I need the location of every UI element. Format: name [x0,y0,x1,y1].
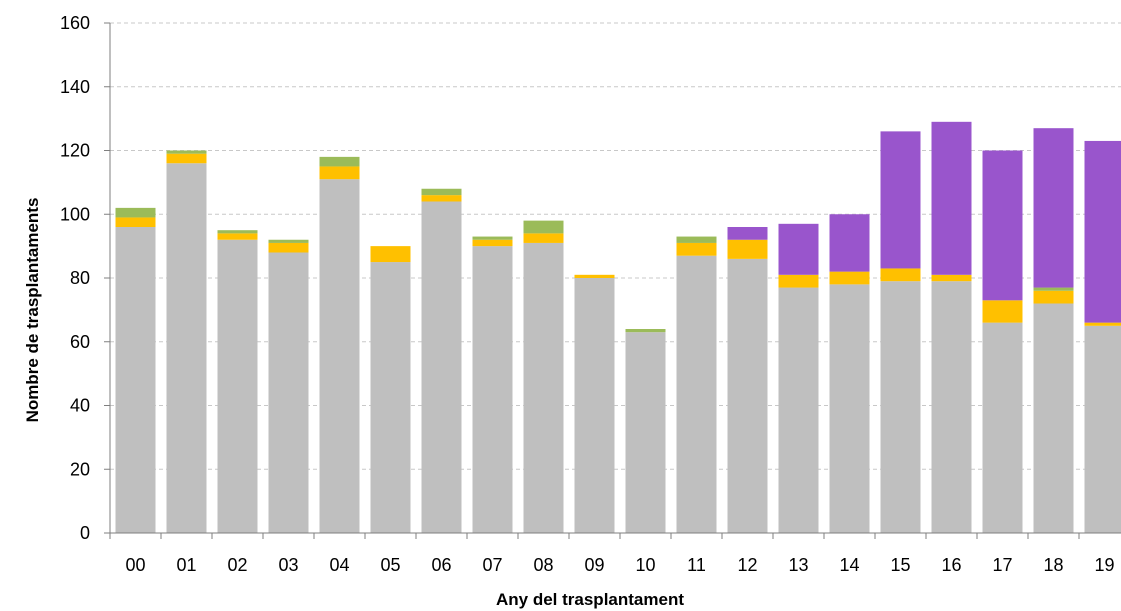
bar-segment-series-1-17 [982,322,1023,533]
bar-segment-series-2-01 [166,153,207,164]
bars [115,121,1121,533]
bar-segment-series-1-07 [472,246,513,533]
bar-segment-series-2-00 [115,217,156,227]
bar-segment-series-3-00 [115,207,156,218]
bar-segment-series-2-18 [1033,290,1074,304]
y-tick-labels: 0 20 40 60 80 100 120 140 160 [60,13,90,543]
bar-segment-series-3-02 [217,230,258,234]
bar-segment-series-2-15 [880,268,921,282]
bar-segment-series-1-05 [370,262,411,533]
bar-segment-series-2-06 [421,195,462,202]
bar-segment-series-4-13 [778,223,819,275]
bar-segment-series-2-16 [931,274,972,282]
bar-segment-series-3-07 [472,236,513,240]
x-tick-label: 19 [1094,555,1114,575]
bar-segment-series-2-07 [472,239,513,247]
x-tick-label: 05 [380,555,400,575]
y-tick-label: 100 [60,204,90,224]
y-tick-label: 160 [60,13,90,33]
x-tick-label: 01 [176,555,196,575]
x-tick-label: 10 [635,555,655,575]
bar-segment-series-2-12 [727,239,768,259]
y-tick-label: 20 [70,459,90,479]
axes [104,22,1121,539]
y-tick-label: 80 [70,268,90,288]
bar-segment-series-1-09 [574,278,615,533]
x-tick-labels: 00 01 02 03 04 05 06 07 08 09 10 11 12 13 14 15 16 17 18 19 [125,555,1114,575]
bar-segment-series-1-14 [829,284,870,533]
bar-segment-series-4-12 [727,227,768,240]
bar-segment-series-2-11 [676,242,717,256]
bar-segment-series-4-15 [880,131,921,269]
bar-segment-series-3-11 [676,236,717,243]
bar-segment-series-2-14 [829,271,870,285]
bar-segment-series-1-08 [523,242,564,533]
x-tick-label: 00 [125,555,145,575]
bar-segment-series-1-01 [166,163,207,533]
bar-segment-series-2-02 [217,233,258,240]
x-tick-label: 14 [839,555,859,575]
bar-segment-series-1-19 [1084,325,1121,533]
x-tick-label: 18 [1043,555,1063,575]
x-axis-title: Any del trasplantament [496,590,684,609]
bar-segment-series-1-13 [778,287,819,533]
bar-segment-series-3-01 [166,150,207,154]
x-tick-label: 02 [227,555,247,575]
bar-segment-series-1-12 [727,258,768,533]
x-tick-label: 06 [431,555,451,575]
bar-segment-series-2-09 [574,274,615,278]
bar-segment-series-2-04 [319,166,360,180]
bar-segment-series-1-03 [268,252,309,533]
x-tick-label: 16 [941,555,961,575]
bar-segment-series-1-00 [115,227,156,533]
bar-segment-series-1-18 [1033,303,1074,533]
bar-segment-series-3-04 [319,156,360,167]
x-tick-label: 07 [482,555,502,575]
x-tick-label: 12 [737,555,757,575]
bar-segment-series-1-15 [880,281,921,533]
bar-segment-series-2-19 [1084,322,1121,326]
bar-segment-series-4-17 [982,150,1023,301]
bar-segment-series-3-10 [625,329,666,333]
bar-segment-series-1-06 [421,201,462,533]
x-tick-label: 11 [687,555,706,575]
x-tick-label: 15 [890,555,910,575]
y-tick-label: 40 [70,396,90,416]
x-tick-label: 04 [329,555,349,575]
bar-segment-series-2-05 [370,246,411,263]
x-tick-label: 08 [533,555,553,575]
bar-segment-series-3-18 [1033,287,1074,291]
bar-segment-series-4-19 [1084,140,1121,323]
bar-segment-series-1-11 [676,255,717,533]
bar-segment-series-1-16 [931,281,972,533]
y-axis-title: Nombre de trasplantaments [23,198,42,423]
x-tick-label: 09 [584,555,604,575]
bar-segment-series-4-16 [931,121,972,275]
bar-segment-series-2-17 [982,300,1023,323]
y-tick-label: 140 [60,77,90,97]
x-tick-label: 17 [992,555,1012,575]
bar-segment-series-1-10 [625,332,666,533]
bar-segment-series-4-18 [1033,128,1074,288]
bar-segment-series-3-06 [421,188,462,196]
x-tick-label: 13 [788,555,808,575]
bar-segment-series-1-04 [319,179,360,533]
bar-segment-series-2-03 [268,242,309,253]
bar-segment-series-2-13 [778,274,819,288]
bar-segment-series-3-08 [523,220,564,234]
bar-segment-series-4-14 [829,214,870,272]
y-tick-label: 120 [60,141,90,161]
y-tick-label: 60 [70,332,90,352]
bar-segment-series-1-02 [217,239,258,533]
x-tick-label: 03 [278,555,298,575]
y-tick-label: 0 [80,523,90,543]
bar-segment-series-3-03 [268,239,309,243]
bar-segment-series-2-08 [523,233,564,243]
